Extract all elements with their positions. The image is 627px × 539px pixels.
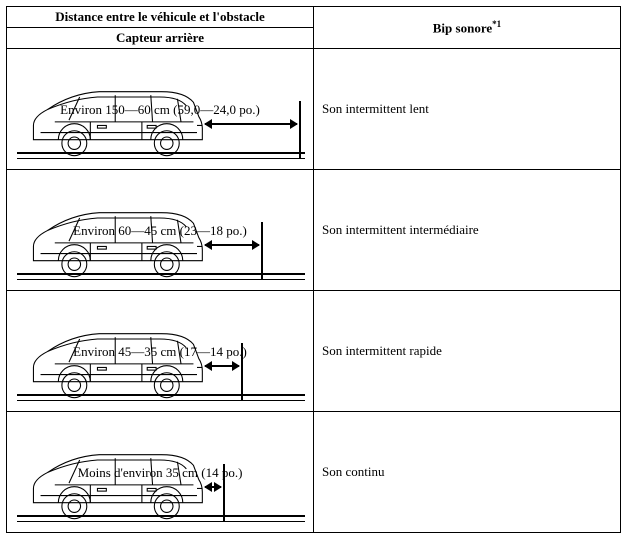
obstacle-post [261, 222, 263, 280]
car-icon [27, 444, 207, 524]
ground-line [17, 152, 305, 159]
sensor-diagram [7, 73, 313, 165]
obstacle-post [223, 464, 225, 522]
table-row: Moins d'environ 35 cm (14 po.) [7, 412, 621, 533]
sensor-cell: Moins d'environ 35 cm (14 po.) [7, 412, 314, 533]
distance-arrow [205, 365, 239, 367]
table-row: Environ 60—45 cm (23—18 po.) [7, 170, 621, 291]
sensor-table: Distance entre le véhicule et l'obstacle… [6, 6, 621, 533]
beep-cell: Son continu [314, 412, 621, 533]
car-icon [27, 202, 207, 282]
sensor-cell: Environ 45—35 cm (17—14 po.) [7, 291, 314, 412]
car-icon [27, 323, 207, 403]
beep-cell: Son intermittent intermédiaire [314, 170, 621, 291]
beep-cell: Son intermittent rapide [314, 291, 621, 412]
sensor-cell: Environ 150—60 cm (59,0—24,0 po.) [7, 49, 314, 170]
sensor-cell: Environ 60—45 cm (23—18 po.) [7, 170, 314, 291]
obstacle-post [241, 343, 243, 401]
ground-line [17, 515, 305, 522]
table-row: Environ 45—35 cm (17—14 po.) [7, 291, 621, 412]
sensor-diagram [7, 194, 313, 286]
car-icon [27, 81, 207, 161]
sensor-diagram [7, 436, 313, 528]
beep-cell: Son intermittent lent [314, 49, 621, 170]
header-beep: Bip sonore*1 [314, 7, 621, 49]
ground-line [17, 394, 305, 401]
header-distance: Distance entre le véhicule et l'obstacle [7, 7, 314, 28]
distance-arrow [205, 123, 297, 125]
distance-arrow [205, 486, 221, 488]
header-beep-text: Bip sonore [433, 20, 492, 35]
header-sensor: Capteur arrière [7, 28, 314, 49]
distance-arrow [205, 244, 259, 246]
ground-line [17, 273, 305, 280]
obstacle-post [299, 101, 301, 159]
table-row: Environ 150—60 cm (59,0—24,0 po.) [7, 49, 621, 170]
page: Distance entre le véhicule et l'obstacle… [0, 0, 627, 539]
sensor-diagram [7, 315, 313, 407]
header-beep-note: *1 [492, 19, 501, 29]
table-body: Environ 150—60 cm (59,0—24,0 po.) [7, 49, 621, 533]
